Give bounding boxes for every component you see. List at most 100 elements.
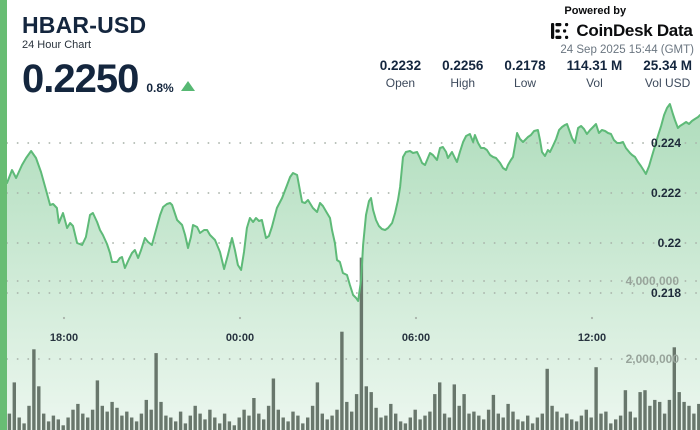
volume-bar [154,353,158,430]
stat-vol: 114.31 M Vol [567,58,623,90]
volume-bar [335,409,339,430]
volume-bar [658,401,662,430]
volume-bar [530,423,535,430]
volume-bar [682,401,686,430]
axis-tick-label: 0.224 [651,136,681,150]
coindesk-data-link[interactable]: CoinDesk Data [551,21,694,41]
volume-bar [306,417,310,430]
volume-bar [340,331,344,430]
axis-tick-label: 0.218 [651,286,681,300]
volume-bar [618,415,623,430]
volume-bar [677,392,681,430]
powered-by-label: Powered by [564,5,627,17]
volume-bar [438,382,442,430]
volume-bar [193,405,197,430]
volume-bar [266,405,271,430]
volume-bar [56,419,60,430]
volume-bar [506,403,510,430]
volume-bar [22,423,26,430]
stat-value: 0.2178 [504,58,546,73]
volume-bar [462,394,466,430]
volume-bar [545,368,549,430]
volume-bar [428,411,432,430]
volume-bar [81,413,85,430]
time-tick-dot [62,316,66,320]
volume-bar [667,399,672,430]
volume-bar [271,378,276,430]
stat-value: 0.2232 [379,58,422,73]
volume-bar [614,419,618,430]
volume-bar [276,409,280,430]
volume-bar [653,399,657,430]
volume-bar [95,380,100,430]
volume-bar [496,413,500,430]
volume-bar [389,403,393,430]
volume-bar [174,421,178,430]
instrument-symbol: HBAR-USD [22,12,147,38]
axis-tick-label: 00:00 [226,332,254,344]
volume-bar [359,257,364,430]
volume-bar [555,411,559,430]
price-area-fill [7,104,700,430]
current-price: 0.2250 [22,57,139,101]
volume-bar [232,425,236,430]
volume-bar [599,413,603,430]
volume-bar [379,417,383,430]
volume-bar [364,386,368,430]
volume-bar [213,417,217,430]
volume-bar [452,384,456,430]
axis-labels: 0.218 0.22 0.222 0.224 2,000,000 4,000,000 18:… [50,136,681,366]
up-arrow-icon [180,81,195,91]
volume-bar [648,405,652,430]
axis-tick-label: 18:00 [50,332,78,344]
volume-bar [144,399,148,430]
volume-bar [183,423,188,430]
volume-bar [222,413,227,430]
volume-bar [384,415,388,430]
volume-bar [560,417,564,430]
volume-bar [257,413,261,430]
volume-bar [247,415,251,430]
volume-bar [526,415,530,430]
volume-bar [457,405,461,430]
time-tick-dot [590,316,594,320]
volume-bar [301,423,305,430]
volume-bar [27,405,31,430]
volume-bar [12,382,16,430]
volume-bar [687,405,691,430]
volume-bar [105,411,109,430]
volume-bar [570,419,574,430]
stat-label: High [450,76,476,90]
volume-bar [71,409,75,430]
volume-bar [662,413,667,430]
volume-bar [281,417,285,430]
volume-bar [120,415,124,430]
accent-strip [0,0,7,430]
volume-bar [638,392,642,430]
volume-bar [76,403,80,430]
volume-bar [37,386,41,430]
volume-bar [540,413,544,430]
axis-tick-label: 2,000,000 [626,352,680,366]
volume-bar [477,415,481,430]
volume-bar [208,409,212,430]
volume-bar [330,415,334,430]
volume-bar [565,413,569,430]
volume-bar [325,419,329,430]
volume-bar [159,401,163,430]
volume-bar [164,415,168,430]
volume-bar [262,419,266,430]
volume-bar [188,415,192,430]
volume-bar [61,425,65,430]
volume-bar [42,413,46,430]
volume-bar [511,411,515,430]
volume-bar [110,401,114,430]
volume-bar [218,423,222,430]
volume-bar [296,415,300,430]
axis-tick-label: 06:00 [402,332,430,344]
volume-bar [423,415,427,430]
volume-bar [237,417,241,430]
axis-tick-label: 0.22 [658,236,682,250]
